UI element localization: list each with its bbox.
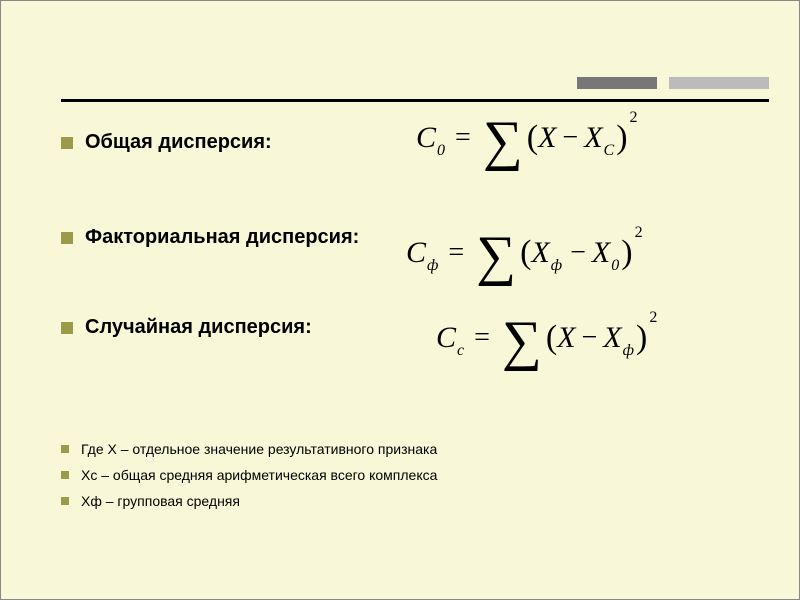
bullet-icon	[61, 497, 69, 505]
bullet-icon	[61, 232, 73, 244]
sym-X: X	[531, 236, 549, 270]
legend-label: Хс – общая средняя арифметическая всего …	[81, 467, 437, 483]
equals-sign: =	[474, 322, 490, 354]
sub-f: ф	[551, 257, 562, 275]
bullet-icon	[61, 471, 69, 479]
sym-X: X	[538, 121, 556, 155]
formula-random: Cc = ∑ ( X − Xф ) 2	[436, 316, 655, 361]
minus-sign: −	[570, 237, 586, 269]
equals-sign: =	[455, 122, 471, 154]
sub-f: ф	[427, 257, 438, 275]
legend-label: Хф – групповая средняя	[81, 493, 240, 509]
bullet-icon	[61, 445, 69, 453]
bullet-icon	[61, 322, 73, 334]
sym-X: X	[584, 121, 602, 155]
accent-bar-dark	[577, 77, 657, 89]
exponent: 2	[649, 309, 657, 327]
sub-c: c	[457, 342, 464, 360]
accent-bars	[577, 77, 769, 89]
paren-open: (	[546, 319, 557, 357]
sub-0: 0	[437, 142, 445, 160]
legend-item-xc: Хс – общая средняя арифметическая всего …	[61, 467, 769, 483]
sub-0: 0	[611, 257, 619, 275]
sym-X: X	[603, 321, 621, 355]
sigma-icon: ∑	[476, 234, 516, 279]
paren-close: )	[621, 234, 632, 272]
item-random-dispersion: Случайная дисперсия:	[61, 316, 769, 339]
sigma-icon: ∑	[502, 319, 542, 364]
sym-X: X	[557, 321, 575, 355]
minus-sign: −	[562, 122, 578, 154]
paren-open: (	[527, 119, 538, 157]
formula-factorial: Cф = ∑ ( Xф − X0 ) 2	[406, 231, 641, 276]
sub-C: C	[604, 142, 615, 160]
sub-f: ф	[623, 342, 634, 360]
accent-bar-light	[669, 77, 769, 89]
paren-open: (	[520, 234, 531, 272]
sym-C: C	[436, 321, 456, 355]
sym-X: X	[592, 236, 610, 270]
legend: Где Х – отдельное значение результативно…	[61, 441, 769, 519]
sigma-icon: ∑	[483, 119, 523, 164]
content-area: Общая дисперсия: Факториальная дисперсия…	[61, 111, 769, 579]
item-label: Случайная дисперсия:	[85, 316, 312, 339]
minus-sign: −	[582, 322, 598, 354]
exponent: 2	[635, 224, 643, 242]
formula-total: C0 = ∑ ( X − XC ) 2	[416, 116, 636, 161]
slide: Общая дисперсия: Факториальная дисперсия…	[0, 0, 800, 600]
equals-sign: =	[448, 237, 464, 269]
sym-C: C	[406, 236, 426, 270]
item-total-dispersion: Общая дисперсия:	[61, 131, 769, 154]
exponent: 2	[630, 109, 638, 127]
bullet-icon	[61, 137, 73, 149]
legend-item-x: Где Х – отдельное значение результативно…	[61, 441, 769, 457]
paren-close: )	[636, 319, 647, 357]
sym-C: C	[416, 121, 436, 155]
legend-item-xf: Хф – групповая средняя	[61, 493, 769, 509]
item-label: Факториальная дисперсия:	[85, 226, 359, 249]
item-label: Общая дисперсия:	[85, 131, 272, 154]
paren-close: )	[616, 119, 627, 157]
legend-label: Где Х – отдельное значение результативно…	[81, 441, 437, 457]
horizontal-rule	[61, 99, 769, 102]
